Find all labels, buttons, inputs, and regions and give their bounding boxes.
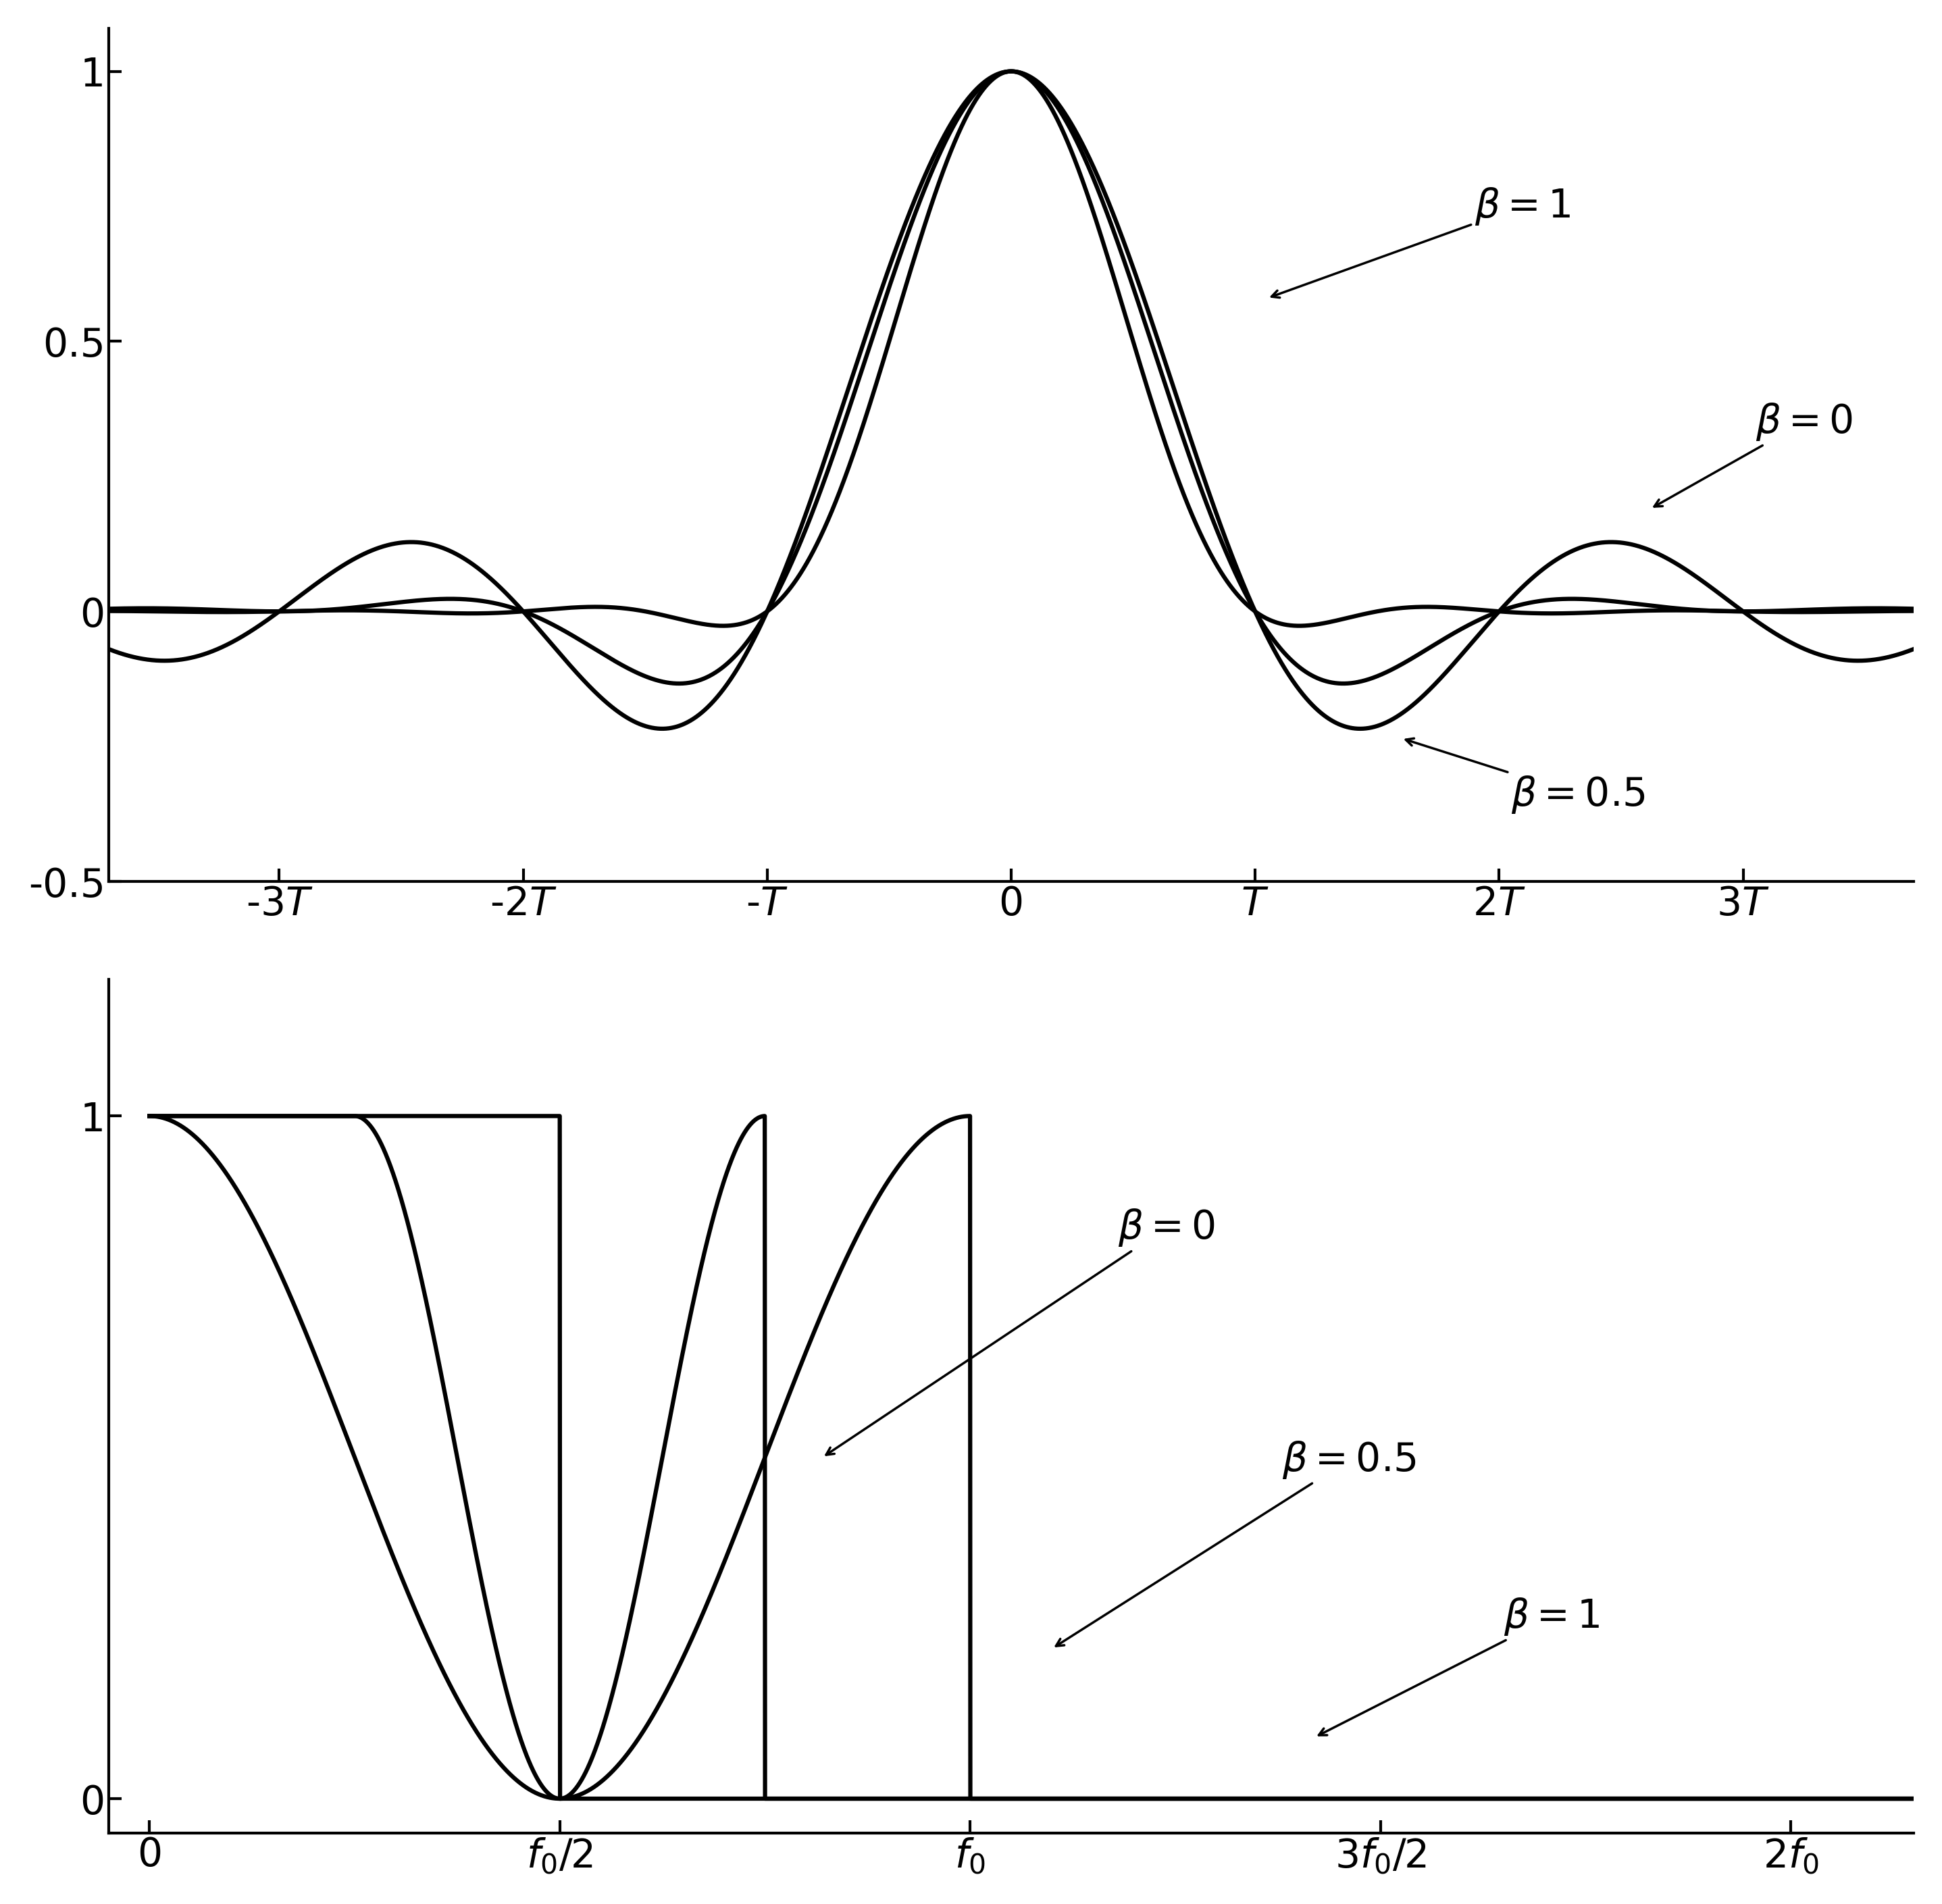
Text: $\beta = 1$: $\beta = 1$	[1319, 1596, 1600, 1735]
Text: $\beta = 0.5$: $\beta = 0.5$	[1056, 1439, 1416, 1647]
Text: $\beta = 1$: $\beta = 1$	[1272, 185, 1571, 297]
Text: $\beta = 0$: $\beta = 0$	[1655, 402, 1853, 506]
Text: $\beta = 0.5$: $\beta = 0.5$	[1406, 739, 1645, 815]
Text: $\beta = 0$: $\beta = 0$	[825, 1207, 1216, 1455]
